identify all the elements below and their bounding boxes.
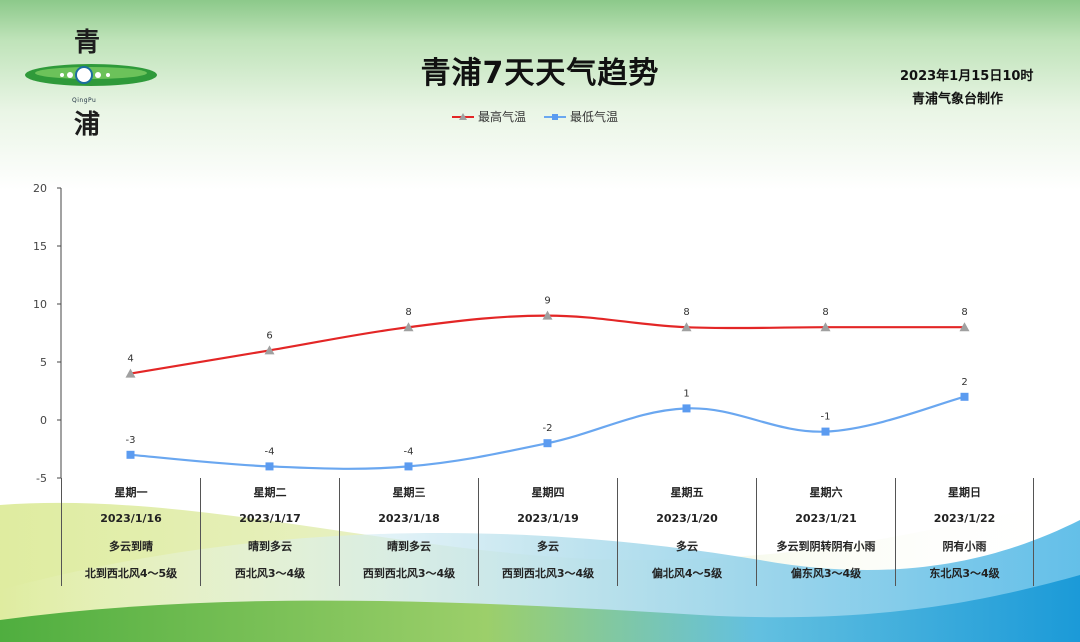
day-weather: 多云 (676, 539, 698, 553)
page-title: 青浦7天天气趋势 (420, 56, 660, 91)
logo-char-top: 青 (74, 28, 101, 58)
issue-time: 2023年1月15日10时 (900, 69, 1034, 84)
legend-high-label: 最高气温 (478, 110, 527, 124)
data-label-low-4: 1 (683, 388, 689, 399)
data-label-low-0: -3 (126, 435, 136, 446)
data-label-high-0: 4 (127, 354, 133, 365)
y-tick-label: 10 (33, 298, 47, 311)
point-high-2 (403, 322, 414, 332)
y-tick-label: 20 (33, 182, 47, 195)
issuer: 青浦气象台制作 (912, 92, 1004, 107)
day-weather: 晴到多云 (248, 539, 292, 553)
y-tick-label: 15 (33, 240, 47, 253)
series-high-line (130, 314, 965, 375)
legend-item-high: 最高气温 (452, 108, 526, 125)
forecast-table: 星期一 2023/1/16 多云到晴北到西北风4～5级 星期二 2023/1/17 晴到多… (61, 478, 1034, 586)
data-label-high-3: 9 (544, 296, 550, 307)
day-weather: 晴到多云 (387, 539, 431, 553)
day-weekday: 星期一 (114, 485, 148, 499)
point-low-6 (960, 392, 969, 401)
day-weather: 多云到阴转阴有小雨 (776, 539, 876, 553)
data-label-low-5: -1 (821, 412, 831, 423)
day-column: 星期四 2023/1/19 多云西到西北风3～4级 (478, 478, 617, 586)
point-high-6 (959, 322, 970, 332)
day-column: 星期六 2023/1/21 多云到阴转阴有小雨 偏东风3～4级 (756, 478, 895, 586)
logo-pinyin: QingPu (72, 97, 97, 104)
data-label-low-1: -4 (265, 446, 275, 457)
day-weather: 多云到晴 (109, 539, 153, 553)
day-weekday: 星期五 (670, 485, 704, 499)
day-column: 星期三 2023/1/18 晴到多云西到西北风3～4级 (339, 478, 478, 586)
logo-char-bottom: 浦 (74, 110, 101, 140)
point-low-1 (265, 462, 274, 471)
point-high-4 (681, 322, 692, 332)
day-weekday: 星期四 (531, 485, 565, 499)
point-low-4 (682, 404, 691, 413)
qingpu-logo: 青 QingPu 浦 (24, 22, 164, 140)
point-low-2 (404, 462, 413, 471)
legend-item-low: 最低气温 (544, 108, 618, 125)
point-high-3 (542, 310, 553, 320)
day-wind: 东北风3～4级 (929, 566, 1000, 580)
day-wind: 偏东风3～4级 (790, 566, 862, 580)
logo-emblem-icon (25, 64, 157, 86)
data-label-low-2: -4 (404, 446, 414, 457)
day-column: 星期一 2023/1/16 多云到晴北到西北风4～5级 (61, 478, 200, 586)
day-date: 2023/1/17 (239, 512, 301, 525)
data-label-high-2: 8 (405, 307, 411, 318)
point-low-5 (821, 427, 830, 436)
day-date: 2023/1/22 (933, 512, 996, 525)
day-weekday: 星期三 (392, 485, 426, 499)
day-wind: 北到西北风4～5级 (84, 566, 178, 580)
day-date: 2023/1/20 (656, 512, 718, 525)
point-low-3 (543, 439, 552, 448)
data-label-high-6: 8 (961, 307, 967, 318)
day-date: 2023/1/21 (795, 512, 857, 525)
data-label-high-4: 8 (683, 307, 689, 318)
legend-low-marker (544, 113, 567, 120)
legend-high-marker (452, 112, 474, 120)
point-high-0 (125, 368, 136, 378)
legend-low-label: 最低气温 (570, 110, 619, 124)
day-column: 星期五 2023/1/20 多云偏北风4～5级 (617, 478, 756, 586)
y-tick-label: -5 (36, 472, 47, 485)
y-tick-label: 0 (40, 414, 47, 427)
day-weekday: 星期二 (253, 485, 287, 499)
day-wind: 西到西北风3～4级 (501, 566, 595, 580)
day-weekday: 星期日 (948, 485, 981, 499)
day-date: 2023/1/16 (100, 512, 162, 525)
data-label-high-1: 6 (266, 330, 272, 341)
day-weekday: 星期六 (809, 485, 843, 499)
point-low-0 (126, 450, 135, 459)
day-column: 星期二 2023/1/17 晴到多云西北风3～4级 (200, 478, 339, 586)
point-high-5 (820, 322, 831, 332)
day-wind: 西到西北风3～4级 (362, 566, 456, 580)
day-wind: 偏北风4～5级 (651, 566, 723, 580)
chart-legend: 最高气温 最低气温 (452, 108, 618, 125)
data-label-low-3: -2 (543, 423, 553, 434)
day-column: 星期日 2023/1/22 阴有小雨东北风3～4级 (895, 478, 1034, 586)
y-tick-label: 5 (40, 356, 47, 369)
day-wind: 西北风3～4级 (234, 566, 306, 580)
day-weather: 阴有小雨 (942, 539, 987, 553)
day-date: 2023/1/18 (378, 512, 440, 525)
data-label-high-5: 8 (822, 307, 828, 318)
point-high-1 (264, 345, 275, 355)
day-date: 2023/1/19 (517, 512, 579, 525)
day-weather: 多云 (537, 539, 559, 553)
data-label-low-6: 2 (961, 377, 967, 388)
